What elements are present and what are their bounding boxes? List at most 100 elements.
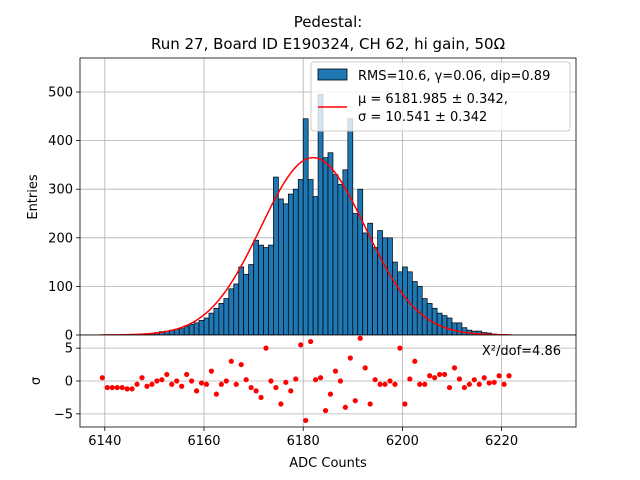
residual-point — [446, 384, 453, 391]
residual-point — [258, 394, 264, 401]
residual-y-tick-label: −5 — [54, 407, 73, 422]
residual-point — [169, 381, 175, 387]
histogram-bar — [268, 244, 274, 336]
legend-fit-label-line-1: μ = 6181.985 ± 0.342, — [358, 92, 508, 107]
residual-point — [278, 401, 284, 407]
histogram-bar — [228, 288, 235, 336]
histogram-bar — [322, 157, 329, 336]
histogram-bar — [377, 230, 383, 336]
histogram-bar — [287, 193, 294, 336]
residual-point — [308, 338, 314, 345]
residual-point — [193, 388, 200, 394]
residual-point — [402, 401, 408, 407]
histogram-bar — [387, 237, 393, 336]
residual-point — [337, 378, 343, 384]
histogram-bar — [208, 312, 215, 336]
residual-point — [466, 381, 472, 387]
residual-point — [451, 365, 458, 371]
residual-point — [422, 381, 428, 387]
histogram-y-tick-label: 200 — [48, 231, 73, 246]
histogram-bar — [327, 152, 334, 336]
residual-point — [198, 380, 205, 386]
histogram-bar — [198, 320, 205, 336]
residual-x-label: ADC Counts — [289, 456, 367, 471]
legend-fit-label-line-2: σ = 10.541 ± 0.342 — [358, 110, 487, 125]
histogram-bar — [451, 322, 458, 336]
histogram-y-tick-label: 300 — [48, 183, 73, 198]
histogram-bar — [283, 203, 289, 336]
residual-point — [496, 373, 502, 379]
histogram-y-tick-label: 0 — [65, 329, 73, 344]
histogram-bar — [203, 317, 210, 336]
histogram-bar — [342, 169, 349, 336]
residual-point — [372, 377, 378, 383]
residual-point — [417, 381, 423, 387]
histogram-bar — [347, 118, 354, 336]
residual-point — [392, 381, 398, 387]
residual-x-tick-label: 6180 — [287, 434, 320, 449]
residual-y-ticks: −5 0 5 — [54, 342, 80, 422]
residual-point — [347, 355, 353, 361]
histogram-panel: 0 100 200 300 400 500 Entries RMS=10.6, γ=0.0… — [26, 57, 577, 344]
residual-x-tick-label: 6140 — [88, 434, 121, 449]
residual-point — [367, 401, 373, 407]
residual-panel: −505 6140 6160 6180 6200 6220 X²/dof=4.86 σ … — [29, 334, 577, 471]
residual-point — [288, 388, 294, 394]
residual-point — [124, 386, 130, 392]
chart-title-line-2: Run 27, Board ID E190324, CH 62, hi gain… — [151, 35, 505, 53]
histogram-bar — [372, 247, 378, 336]
residual-point — [189, 378, 195, 384]
residual-point — [293, 376, 299, 382]
residual-x-ticks: 6140 6160 6180 6200 6220 — [88, 427, 518, 449]
residual-point — [184, 371, 190, 378]
legend-histogram-label: RMS=10.6, γ=0.06, dip=0.89 — [358, 69, 550, 84]
histogram-bar — [357, 188, 364, 336]
residual-point — [149, 381, 155, 387]
residual-x-tick-label: 6160 — [187, 434, 220, 449]
residual-point — [218, 381, 224, 387]
histogram-bar — [193, 322, 200, 336]
residual-point — [144, 383, 150, 389]
residual-point — [109, 384, 115, 391]
histogram-bar — [263, 247, 269, 336]
histogram-y-tick-label: 100 — [48, 280, 73, 295]
residual-point — [461, 384, 467, 391]
residual-point — [104, 384, 110, 391]
residual-point — [303, 417, 309, 424]
histogram-bar — [312, 196, 319, 336]
residual-point — [154, 378, 160, 384]
residual-point — [317, 375, 324, 381]
residual-point — [491, 379, 497, 385]
residual-point — [139, 375, 145, 381]
histogram-bar — [362, 232, 369, 336]
histogram-bar — [223, 298, 230, 336]
histogram-bar — [307, 179, 314, 336]
legend-histogram-swatch — [317, 68, 348, 81]
residual-point — [119, 384, 125, 391]
residual-point — [313, 377, 319, 383]
histogram-bar — [233, 283, 240, 336]
histogram-bar — [441, 315, 448, 336]
residual-point — [263, 345, 269, 351]
residual-points — [99, 335, 512, 424]
legend-box — [310, 61, 571, 132]
residual-point — [427, 373, 433, 379]
histogram-bar — [248, 264, 254, 336]
histogram-bar — [382, 237, 388, 336]
histogram-bars — [139, 94, 507, 336]
residual-point — [342, 404, 348, 410]
histogram-bar — [278, 198, 284, 336]
residual-point — [298, 342, 304, 348]
residual-point — [114, 384, 120, 391]
residual-point — [377, 381, 383, 387]
histogram-bar — [297, 179, 304, 336]
residual-point — [134, 381, 140, 387]
residual-point — [397, 345, 403, 351]
histogram-bar — [218, 303, 225, 336]
legend: RMS=10.6, γ=0.06, dip=0.89 μ = 6181.985 … — [310, 61, 571, 132]
residual-y-tick-label: 5 — [65, 342, 73, 357]
histogram-bar — [456, 322, 463, 336]
residual-point — [228, 358, 234, 364]
residual-point — [387, 378, 393, 384]
histogram-bar — [352, 213, 359, 336]
